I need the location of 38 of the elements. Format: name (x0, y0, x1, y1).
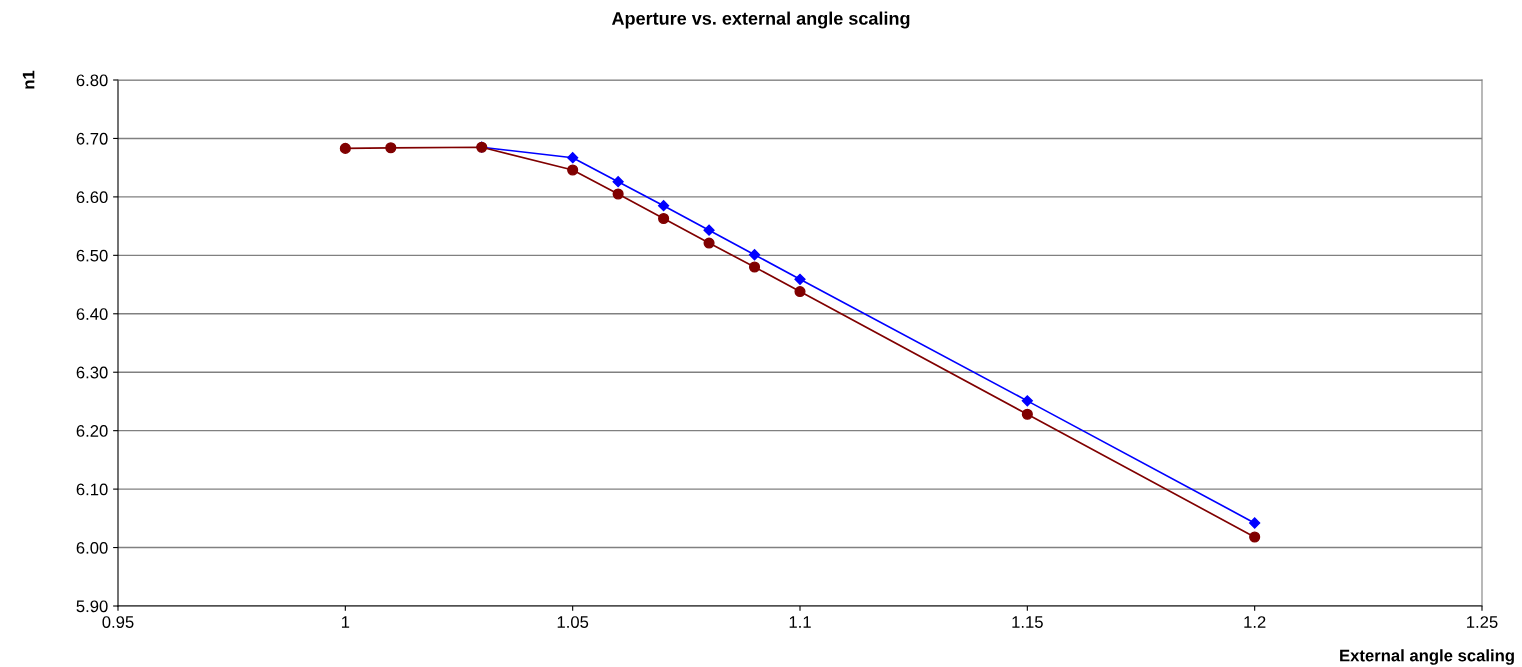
x-tick-label: 1.15 (1012, 616, 1043, 628)
point (1021, 395, 1033, 407)
y-tick-label: 5.90 (76, 600, 108, 613)
point (748, 261, 761, 273)
point (794, 286, 806, 298)
point (657, 200, 670, 212)
chart-title: Aperture vs. external angle scaling (611, 11, 910, 29)
point (567, 164, 579, 176)
x-tick-label: 0.95 (102, 616, 134, 628)
y-tick-label: 6.80 (76, 74, 108, 87)
point (385, 142, 397, 154)
y-tick-label: 6.00 (76, 541, 108, 554)
x-tick-label: 1 (341, 616, 350, 628)
point (794, 273, 806, 285)
point (567, 152, 579, 164)
x-tick-label: 1.05 (557, 616, 589, 628)
y-tick-label: 6.50 (76, 249, 108, 262)
y-tick-label: 6.40 (76, 308, 108, 320)
x-tick-label: 1.2 (1244, 616, 1266, 628)
x-axis-title: External angle scaling (1340, 649, 1514, 665)
point (703, 224, 715, 236)
x-tick-label: 1.25 (1467, 616, 1498, 628)
point (1021, 408, 1033, 420)
point (612, 188, 624, 200)
y-axis-title: n1 (22, 70, 35, 89)
point (658, 212, 670, 225)
point (703, 237, 715, 249)
y-tick-label: 6.60 (76, 191, 108, 204)
y-tick-label: 6.10 (76, 483, 108, 496)
x-tick-label: 1.1 (789, 616, 811, 628)
y-tick-label: 6.30 (76, 366, 108, 379)
point (1249, 531, 1261, 543)
point (1249, 517, 1261, 529)
y-tick-label: 6.20 (76, 425, 108, 437)
y-tick-label: 6.70 (76, 132, 108, 145)
point (339, 142, 351, 154)
point (748, 249, 761, 261)
point (612, 176, 624, 188)
